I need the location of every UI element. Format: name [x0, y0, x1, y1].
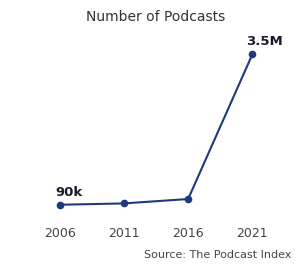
- Text: 90k: 90k: [56, 187, 83, 199]
- Text: Source: The Podcast Index: Source: The Podcast Index: [144, 250, 291, 260]
- Title: Number of Podcasts: Number of Podcasts: [86, 10, 226, 24]
- Text: 3.5M: 3.5M: [246, 35, 283, 48]
